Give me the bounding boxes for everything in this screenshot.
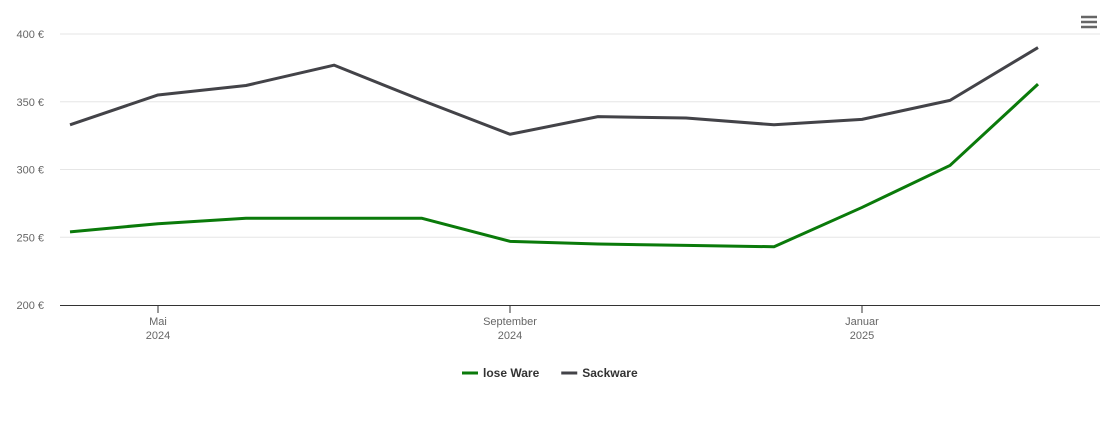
legend-label[interactable]: Sackware <box>582 366 638 380</box>
x-tick-label: Mai 2024 <box>146 316 170 342</box>
y-tick-label: 350 € <box>16 97 44 109</box>
y-tick-label: 200 € <box>16 300 44 312</box>
menu-button[interactable] <box>1078 14 1100 32</box>
legend-item[interactable]: Sackware <box>561 366 638 380</box>
y-tick-label: 250 € <box>16 232 44 244</box>
menu-icon[interactable] <box>1081 15 1097 29</box>
x-tick-label: Januar 2025 <box>845 316 879 342</box>
y-tick-label: 300 € <box>16 165 44 177</box>
legend-label[interactable]: lose Ware <box>483 366 540 380</box>
legend-item[interactable]: lose Ware <box>462 366 540 380</box>
y-tick-label: 400 € <box>16 29 44 41</box>
x-tick-label: September 2024 <box>483 316 537 342</box>
series-line <box>69 46 1039 136</box>
series-line <box>69 83 1040 249</box>
